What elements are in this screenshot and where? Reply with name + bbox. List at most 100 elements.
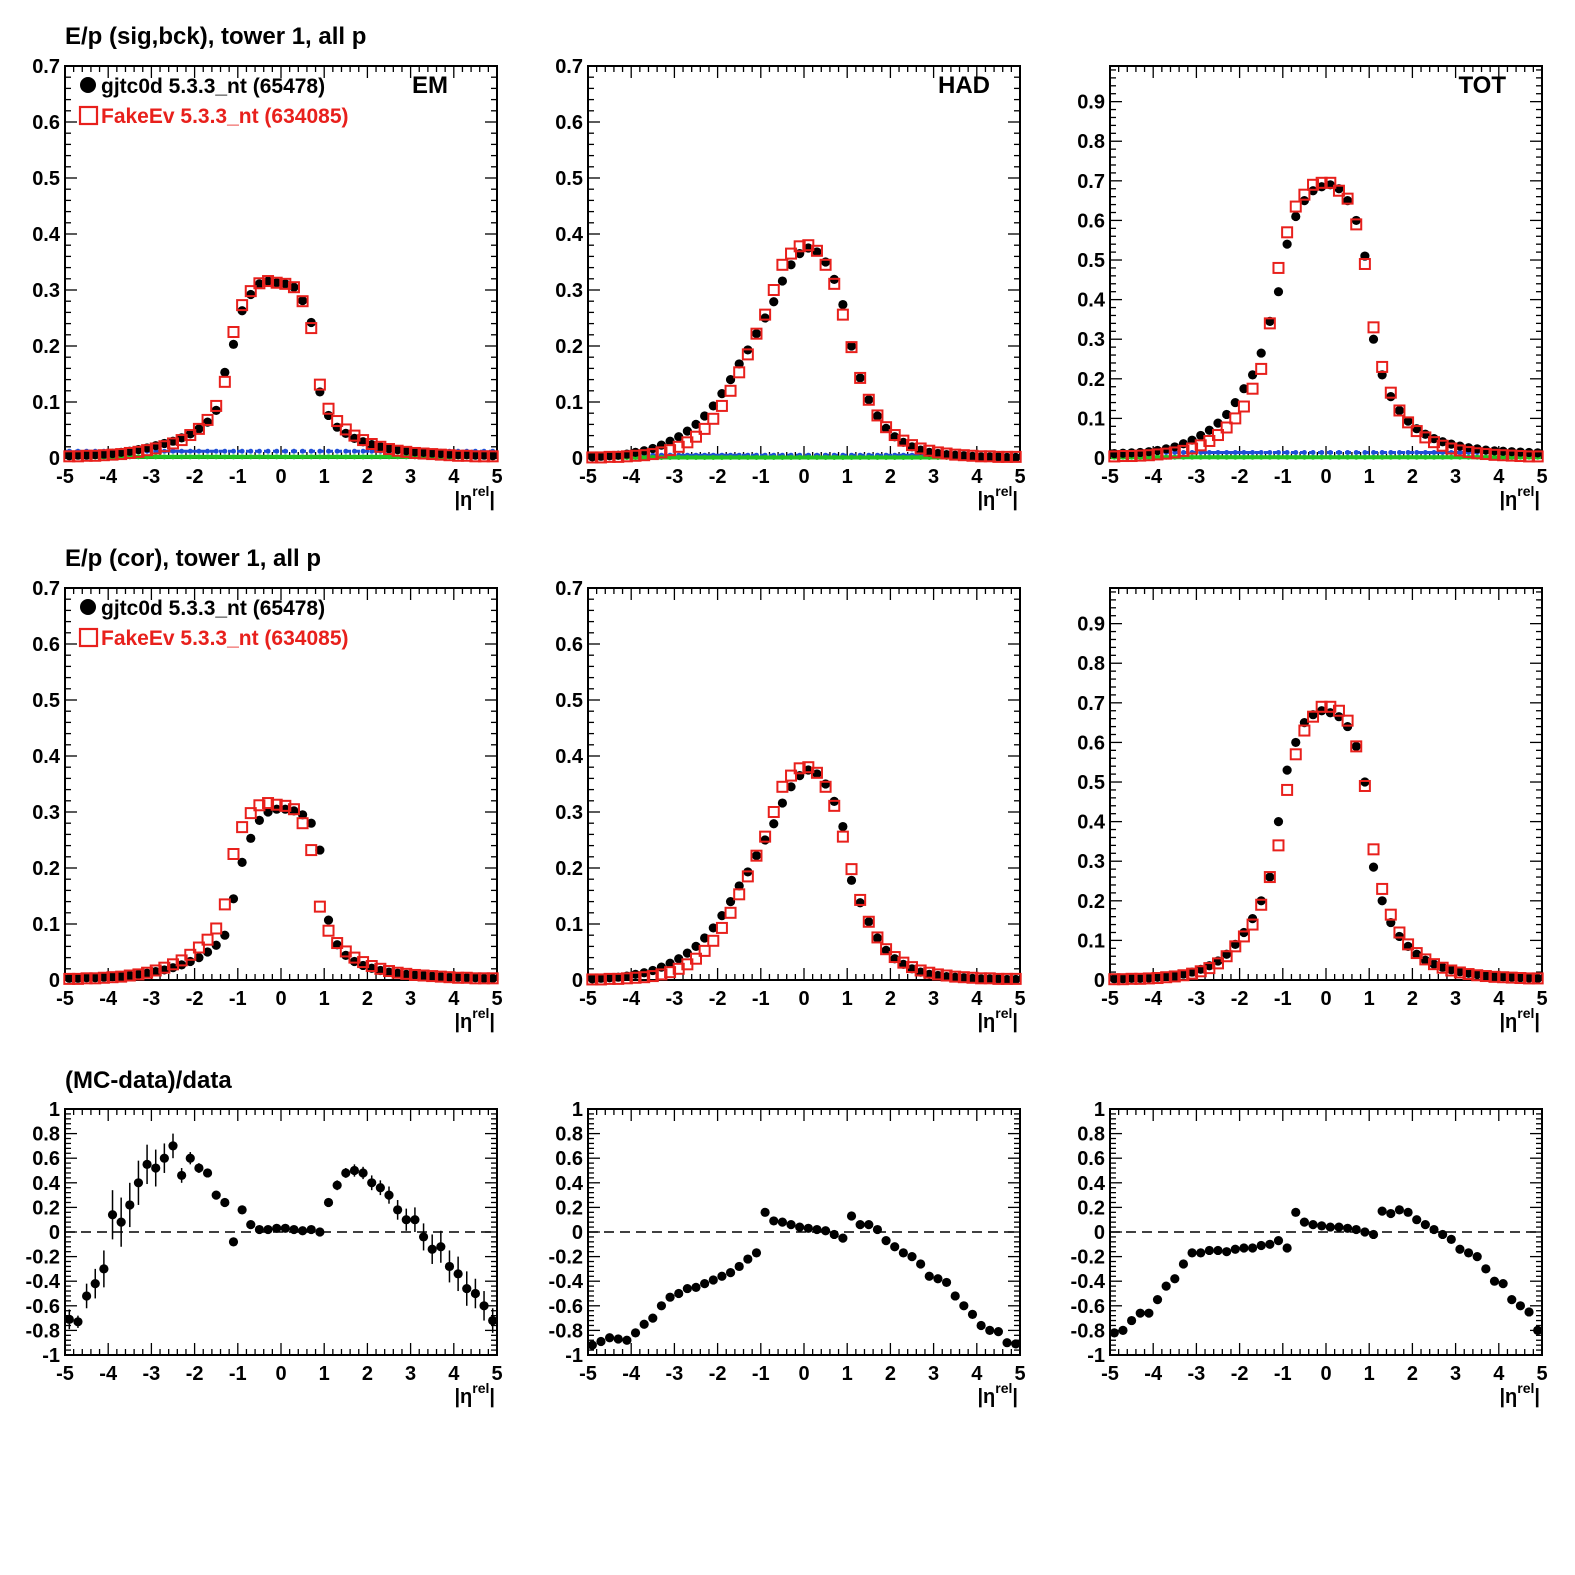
mc-point — [1009, 972, 1022, 985]
data-point — [375, 965, 385, 976]
data-point — [470, 450, 480, 460]
ratio-point — [1299, 1217, 1309, 1227]
mc-point — [1108, 973, 1121, 986]
x-tick-label: 1 — [842, 1363, 853, 1385]
mc-point — [460, 971, 473, 984]
baseline-point — [710, 454, 716, 460]
baseline-point — [351, 454, 357, 460]
ratio-point — [933, 1274, 943, 1284]
x-tick-label: -2 — [709, 1363, 727, 1385]
baseline-point — [369, 454, 375, 460]
x-tick-label: -5 — [56, 1363, 74, 1385]
mc-point — [1488, 970, 1501, 983]
mc-point — [426, 448, 439, 461]
ratio-point — [1412, 1215, 1422, 1225]
data-point — [401, 446, 411, 456]
mc-point — [357, 956, 370, 969]
baseline-point — [1301, 454, 1307, 460]
data-point — [263, 276, 273, 286]
ratio-point — [743, 1254, 753, 1264]
mc-point — [655, 968, 668, 981]
baseline-point — [1224, 454, 1230, 460]
mc-point — [1307, 710, 1320, 723]
x-tick-label: -3 — [143, 466, 161, 488]
data-point — [950, 450, 960, 460]
mc-point — [478, 972, 491, 985]
baseline-point — [1336, 454, 1342, 460]
x-tick-label: 1 — [1364, 1363, 1375, 1385]
mc-point — [1168, 970, 1181, 983]
data-point — [1002, 452, 1012, 463]
y-tick-label: 0.2 — [32, 1197, 60, 1219]
mc-point — [158, 961, 171, 974]
ratio-point — [116, 1217, 126, 1227]
mc-point — [218, 898, 231, 911]
legend-mc-label: FakeEv 5.3.3_nt (634085) — [101, 627, 349, 650]
ratio-point — [1109, 1328, 1119, 1338]
baseline-point — [274, 454, 280, 460]
data-point — [890, 954, 900, 964]
data-point — [751, 851, 762, 861]
data-point — [613, 450, 623, 460]
ratio-point — [142, 1159, 152, 1169]
x-tick-label: -3 — [666, 988, 684, 1010]
baseline-point — [1310, 454, 1316, 460]
mc-point — [698, 944, 711, 957]
baseline-point — [369, 448, 375, 454]
mc-point — [1116, 973, 1129, 986]
x-tick-label: 3 — [1450, 988, 1461, 1010]
y-tick-label: 0.2 — [555, 1197, 583, 1219]
ratio-point — [272, 1223, 282, 1233]
mc-point — [331, 415, 344, 428]
ratio-point — [1515, 1301, 1525, 1311]
ratio-point — [151, 1163, 161, 1173]
ratio-point — [358, 1168, 368, 1178]
data-point — [1118, 974, 1128, 984]
data-point — [384, 443, 394, 454]
data-point — [898, 437, 908, 447]
data-point — [846, 875, 857, 885]
x-tick-label: 4 — [448, 1363, 460, 1385]
data-point — [1533, 973, 1543, 984]
data-point — [1152, 972, 1163, 982]
baseline-point — [1353, 454, 1359, 460]
baseline-point — [892, 454, 898, 460]
baseline-point — [265, 448, 271, 454]
data-point — [1446, 965, 1456, 975]
ratio-point — [622, 1335, 632, 1345]
ratio-point — [890, 1242, 900, 1252]
y-tick-label: 0.9 — [1077, 614, 1105, 636]
legend-mc-marker — [78, 105, 99, 126]
x-tick-label: 0 — [1320, 1363, 1331, 1385]
y-tick-label: 0.2 — [555, 336, 583, 358]
mc-point — [123, 969, 136, 982]
data-point — [674, 432, 684, 442]
data-point — [812, 247, 822, 257]
data-point — [306, 818, 316, 828]
mc-point — [845, 863, 858, 876]
mc-point — [210, 922, 223, 935]
baseline-point — [1319, 454, 1325, 460]
panel-7: -5 -4 -3 -2 -1 0 1 2 3 4 5-1-0.8-0.6-0.4-0.200.20.… — [26, 1099, 503, 1408]
x-tick-label: 5 — [1536, 1363, 1547, 1385]
data-point — [855, 898, 865, 908]
mc-point — [357, 434, 370, 447]
mc-point — [426, 970, 439, 983]
mc-point — [1367, 321, 1380, 334]
data-point — [220, 930, 230, 940]
x-tick-label: -2 — [1231, 988, 1249, 1010]
ratio-point — [1325, 1222, 1335, 1232]
baseline-point — [1371, 449, 1377, 455]
ratio-point — [125, 1200, 135, 1210]
ratio-point — [596, 1336, 606, 1347]
data-point — [263, 807, 273, 817]
ratio-point — [1127, 1315, 1137, 1326]
mc-point — [270, 798, 283, 811]
data-point — [185, 429, 195, 439]
y-tick-label: -1 — [42, 1345, 60, 1367]
data-point — [941, 450, 952, 460]
mc-point — [923, 444, 936, 457]
ratio-point — [821, 1226, 831, 1236]
ratio-point — [1247, 1243, 1258, 1253]
x-tick-label: 5 — [491, 988, 502, 1010]
